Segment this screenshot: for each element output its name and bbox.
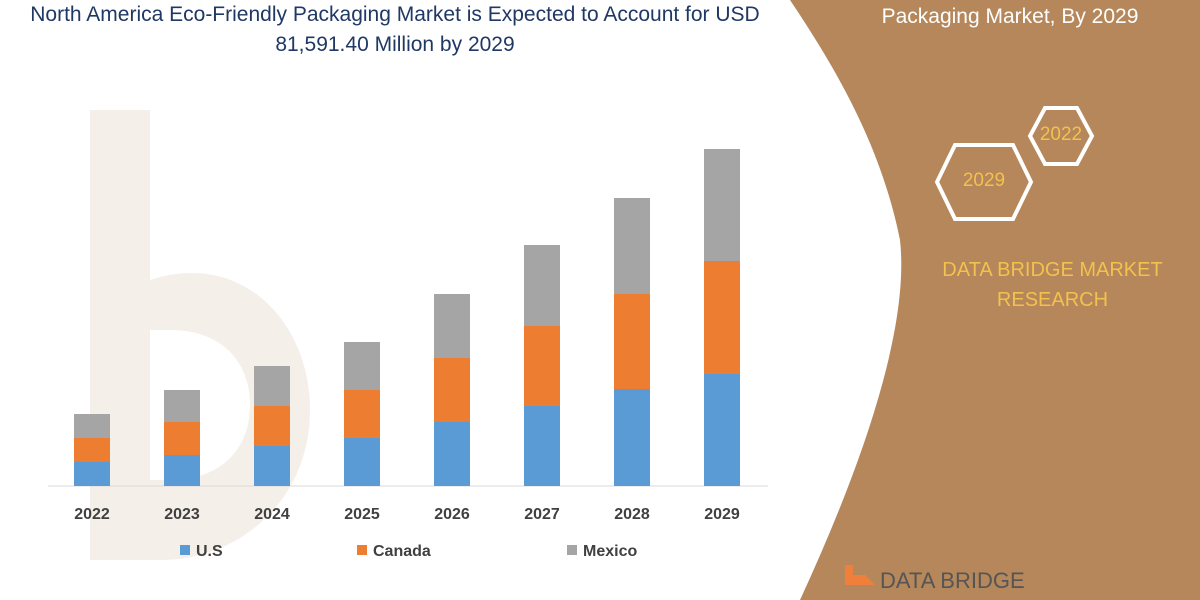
x-tick-label: 2028	[614, 506, 650, 523]
x-tick-label: 2029	[704, 506, 740, 523]
x-tick-label: 2027	[524, 506, 560, 523]
bar-mexico-2027	[524, 245, 560, 326]
chart-title: North America Eco-Friendly Packaging Mar…	[30, 3, 760, 56]
bar-us-2024	[254, 446, 290, 486]
legend-label: U.S	[196, 543, 223, 560]
legend-label: Mexico	[583, 543, 637, 560]
bar-mexico-2024	[254, 366, 290, 406]
bar-us-2022	[74, 462, 110, 486]
bar-canada-2023	[164, 422, 200, 455]
logo-icon	[845, 565, 875, 585]
bar-mexico-2025	[344, 342, 380, 390]
bar-canada-2026	[434, 358, 470, 422]
bar-canada-2024	[254, 406, 290, 446]
x-tick-label: 2023	[164, 506, 200, 523]
x-tick-label: 2024	[254, 506, 290, 523]
bar-canada-2029	[704, 261, 740, 374]
bar-canada-2022	[74, 438, 110, 462]
x-tick-label: 2022	[74, 506, 110, 523]
side-panel-shape	[790, 0, 1200, 600]
bar-canada-2025	[344, 390, 380, 438]
bar-mexico-2022	[74, 414, 110, 438]
bar-us-2029	[704, 374, 740, 486]
hexagon-2029	[934, 143, 1034, 221]
bar-us-2023	[164, 455, 200, 486]
hexagon-2022	[1027, 106, 1095, 166]
stacked-bar-chart: 2022 2023 2024 2025 2026 2027 2028 2029 U.S Canad…	[48, 149, 768, 560]
bar-us-2027	[524, 406, 560, 486]
legend-swatch	[567, 545, 577, 555]
bar-mexico-2029	[704, 149, 740, 261]
side-panel-title: Packaging Market, By 2029	[881, 5, 1139, 28]
bar-us-2026	[434, 422, 470, 486]
x-tick-label: 2026	[434, 506, 470, 523]
bar-mexico-2026	[434, 294, 470, 358]
bar-mexico-2028	[614, 198, 650, 294]
bar-mexico-2023	[164, 390, 200, 422]
legend-swatch	[180, 545, 190, 555]
bar-canada-2028	[614, 294, 650, 389]
brand-text: DATA BRIDGE MARKET RESEARCH	[942, 259, 1163, 311]
hex-label-2022: 2022	[1039, 124, 1083, 145]
hex-label-2029: 2029	[962, 170, 1006, 191]
legend-label: Canada	[373, 543, 431, 560]
bar-canada-2027	[524, 326, 560, 406]
bar-us-2025	[344, 438, 380, 486]
x-tick-label: 2025	[344, 506, 380, 523]
legend-swatch	[357, 545, 367, 555]
logo-text: DATA BRIDGE	[880, 568, 1025, 593]
bar-us-2028	[614, 389, 650, 486]
